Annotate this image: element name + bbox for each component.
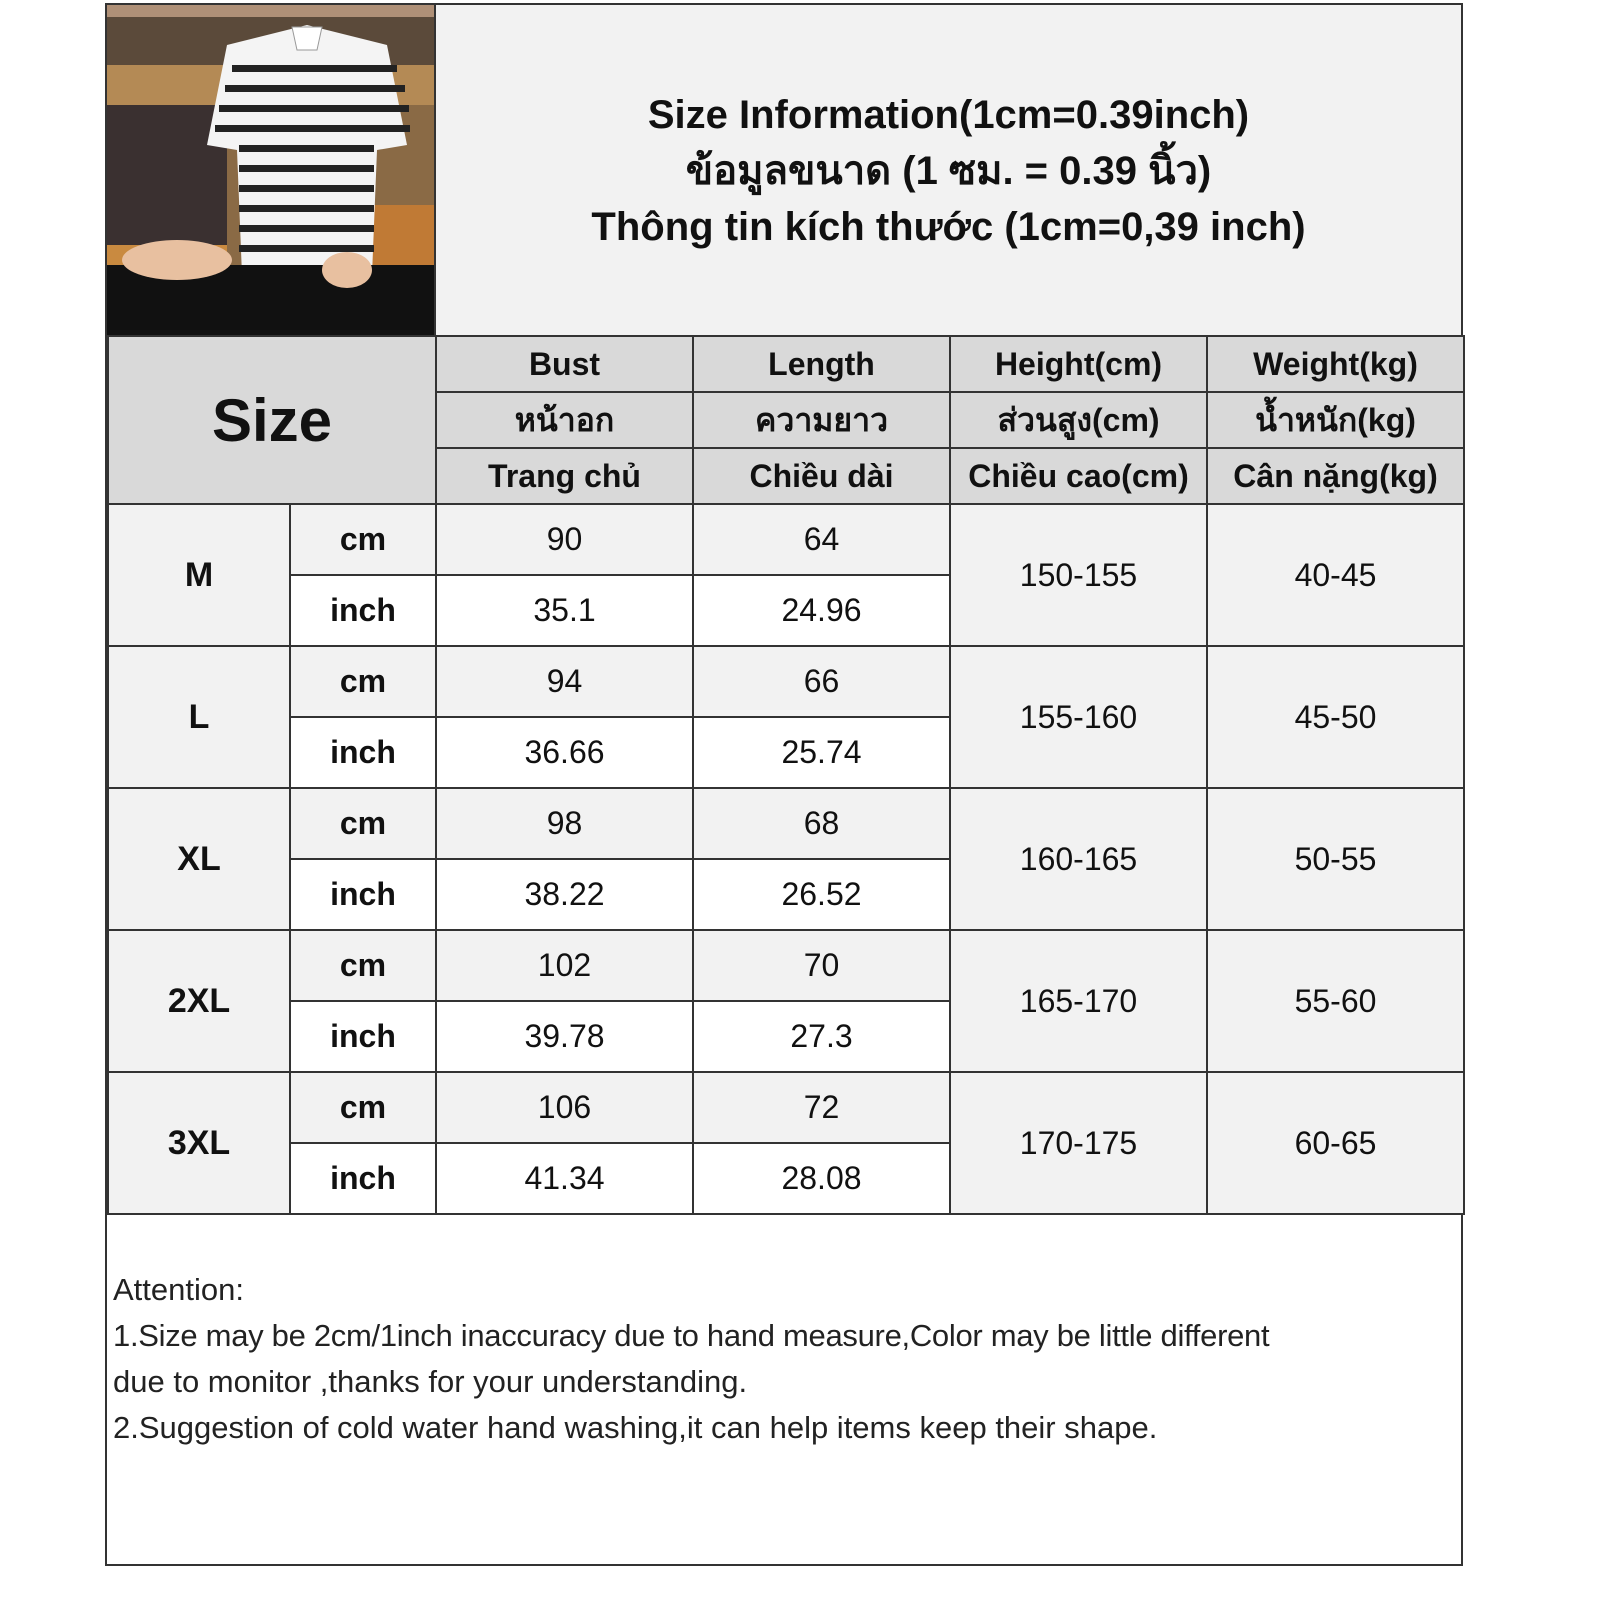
length-cm: 66 [692, 645, 951, 718]
weight-range: 40-45 [1206, 503, 1465, 647]
col-bust-en: Bust [435, 335, 694, 393]
bust-cm: 98 [435, 787, 694, 860]
bust-inch: 41.34 [435, 1142, 694, 1215]
table-row-cm: L cm 94 66 155-160 45-50 [107, 645, 1465, 789]
table-row-cm: XL cm 98 68 160-165 50-55 [107, 787, 1465, 931]
col-length-th: ความยาว [692, 391, 951, 449]
col-weight-en: Weight(kg) [1206, 335, 1465, 393]
unit-cm: cm [289, 1071, 437, 1144]
col-height-vi: Chiều cao(cm) [949, 447, 1208, 505]
size-chart: Size Information(1cm=0.39inch) ข้อมูลขนา… [105, 3, 1465, 1566]
unit-cm: cm [289, 787, 437, 860]
notes-heading: Attention: [113, 1272, 244, 1307]
size-label: XL [107, 787, 291, 931]
length-inch: 26.52 [692, 858, 951, 931]
unit-inch: inch [289, 1000, 437, 1073]
weight-range: 50-55 [1206, 787, 1465, 931]
size-label: M [107, 503, 291, 647]
height-range: 165-170 [949, 929, 1208, 1073]
table-row-cm: 3XL cm 106 72 170-175 60-65 [107, 1071, 1465, 1215]
col-weight-th: น้ำหนัก(kg) [1206, 391, 1465, 449]
length-cm: 72 [692, 1071, 951, 1144]
table-row-inch: inch 41.34 28.08 [108, 1142, 1464, 1215]
size-label: L [107, 645, 291, 789]
length-cm: 68 [692, 787, 951, 860]
unit-cm: cm [289, 929, 437, 1002]
product-photo [107, 5, 436, 335]
bust-cm: 94 [435, 645, 694, 718]
table-row-cm: 2XL cm 102 70 165-170 55-60 [107, 929, 1465, 1073]
length-inch: 24.96 [692, 574, 951, 647]
bust-inch: 39.78 [435, 1000, 694, 1073]
title-thai: ข้อมูลขนาด (1 ซม. = 0.39 นิ้ว) [685, 149, 1212, 193]
size-info-title: Size Information(1cm=0.39inch) ข้อมูลขนา… [436, 5, 1461, 335]
unit-inch: inch [289, 858, 437, 931]
weight-range: 45-50 [1206, 645, 1465, 789]
length-inch: 28.08 [692, 1142, 951, 1215]
note-line: 1.Size may be 2cm/1inch inaccuracy due t… [113, 1318, 1270, 1353]
bust-cm: 90 [435, 503, 694, 576]
col-bust-vi: Trang chủ [435, 447, 694, 505]
height-range: 170-175 [949, 1071, 1208, 1215]
col-bust-th: หน้าอก [435, 391, 694, 449]
col-length-vi: Chiều dài [692, 447, 951, 505]
size-label: 3XL [107, 1071, 291, 1215]
bust-inch: 38.22 [435, 858, 694, 931]
note-line: 2.Suggestion of cold water hand washing,… [113, 1410, 1158, 1445]
title-vietnamese: Thông tin kích thước (1cm=0,39 inch) [591, 205, 1306, 249]
bust-inch: 36.66 [435, 716, 694, 789]
col-height-th: ส่วนสูง(cm) [949, 391, 1208, 449]
unit-inch: inch [289, 1142, 437, 1215]
bust-cm: 106 [435, 1071, 694, 1144]
attention-notes: Attention: 1.Size may be 2cm/1inch inacc… [113, 1267, 1451, 1451]
length-cm: 64 [692, 503, 951, 576]
unit-inch: inch [289, 716, 437, 789]
col-length-en: Length [692, 335, 951, 393]
col-height-en: Height(cm) [949, 335, 1208, 393]
unit-cm: cm [289, 503, 437, 576]
length-inch: 25.74 [692, 716, 951, 789]
height-range: 155-160 [949, 645, 1208, 789]
bust-cm: 102 [435, 929, 694, 1002]
bust-inch: 35.1 [435, 574, 694, 647]
weight-range: 60-65 [1206, 1071, 1465, 1215]
size-header: Size [107, 335, 437, 505]
weight-range: 55-60 [1206, 929, 1465, 1073]
size-label: 2XL [107, 929, 291, 1073]
unit-inch: inch [289, 574, 437, 647]
table-row-cm: M cm 90 64 150-155 40-45 [107, 503, 1465, 647]
note-line: due to monitor ,thanks for your understa… [113, 1364, 748, 1399]
length-cm: 70 [692, 929, 951, 1002]
height-range: 160-165 [949, 787, 1208, 931]
col-weight-vi: Cân nặng(kg) [1206, 447, 1465, 505]
title-english: Size Information(1cm=0.39inch) [647, 93, 1250, 137]
unit-cm: cm [289, 645, 437, 718]
length-inch: 27.3 [692, 1000, 951, 1073]
size-table: Size Bust Length Height(cm) Weight(kg) ห… [107, 335, 1465, 1215]
height-range: 150-155 [949, 503, 1208, 647]
